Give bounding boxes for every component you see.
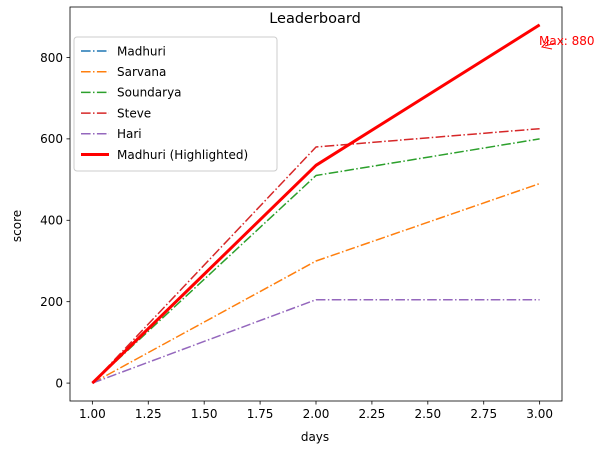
x-tick-label: 1.50 — [191, 407, 218, 421]
y-tick-label: 0 — [55, 376, 63, 390]
y-axis: 0 200 400 600 800 — [40, 51, 70, 390]
x-axis-label: days — [301, 430, 329, 444]
x-tick-label: 2.50 — [414, 407, 441, 421]
series-line-steve-3 — [91, 127, 540, 384]
x-tick-label: 3.00 — [526, 407, 553, 421]
legend-label-madhuri-highlighted: Madhuri (Highlighted) — [117, 148, 248, 162]
legend: Madhuri Sarvana Soundarya Steve Hari Madhuri … — [73, 36, 278, 172]
x-tick-label: 2.00 — [303, 407, 330, 421]
series-line-hari-4 — [92, 298, 540, 384]
annotation-arrow-shaft — [544, 42, 556, 47]
x-axis: 1.00 1.25 1.50 1.75 2.00 2.25 2.50 2.75 3.00 — [79, 401, 553, 421]
y-tick-label: 200 — [40, 295, 63, 309]
plot-lines — [91, 23, 541, 385]
x-tick-label: 1.75 — [247, 407, 274, 421]
annotation-text: Max: 880 — [539, 34, 595, 48]
legend-label-steve: Steve — [117, 106, 151, 120]
series-line-sarvana-1 — [92, 182, 540, 384]
y-axis-label: score — [10, 210, 24, 242]
x-tick-label: 2.75 — [470, 407, 497, 421]
annotation-arrow-head — [540, 39, 553, 50]
x-tick-label: 1.00 — [79, 407, 106, 421]
legend-label-sarvana: Sarvana — [117, 65, 166, 79]
y-tick-label: 800 — [40, 51, 63, 65]
legend-frame — [73, 36, 278, 172]
y-tick-label: 400 — [40, 214, 63, 228]
legend-label-madhuri: Madhuri — [117, 44, 166, 58]
max-annotation: Max: 880 — [539, 34, 595, 50]
series-line-soundarya-2 — [91, 138, 540, 384]
legend-label-soundarya: Soundarya — [117, 86, 182, 100]
y-tick-label: 600 — [40, 132, 63, 146]
x-tick-label: 1.25 — [135, 407, 162, 421]
x-tick-label: 2.25 — [359, 407, 386, 421]
series-line-madhuri-highlighted-5 — [91, 23, 541, 385]
chart-title: Leaderboard — [269, 11, 361, 27]
legend-label-hari: Hari — [117, 127, 142, 141]
